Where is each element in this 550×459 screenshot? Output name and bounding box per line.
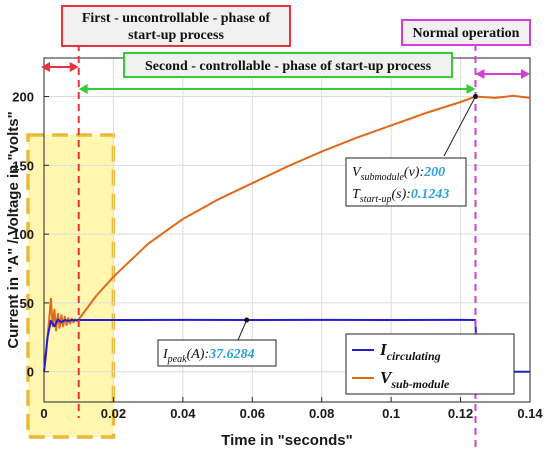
- phase2-arrow-head-left: [78, 84, 88, 94]
- x-tick-label: 0.04: [170, 406, 196, 421]
- annotation-leader-line: [443, 96, 476, 157]
- phase3-arrow-head-left: [475, 69, 485, 79]
- y-tick-label: 50: [20, 296, 34, 311]
- x-axis-label: Time in "seconds": [221, 432, 352, 449]
- annotation-i-peak: Ipeak(A):37.6284: [162, 347, 255, 365]
- phase2-label-box: [123, 52, 453, 78]
- phase3-arrow: [475, 69, 530, 79]
- x-tick-label: 0.02: [101, 406, 126, 421]
- phase1-label-line1: First - uncontrollable - phase of: [82, 11, 271, 26]
- x-tick-label: 0: [40, 406, 47, 421]
- legend-box: [345, 333, 515, 395]
- legend-label-i-circulating: Icirculating: [379, 340, 441, 363]
- y-tick-label: 100: [12, 227, 34, 242]
- annotation-box: [157, 339, 277, 367]
- phase1-arrow-head-right: [69, 62, 79, 72]
- x-tick-label: 0.14: [517, 406, 543, 421]
- phase1-highlight-region: [26, 133, 116, 439]
- y-axis-label: Current in "A" / Voltage in "volts": [5, 111, 22, 348]
- x-tick-label: 0.06: [240, 406, 265, 421]
- y-tick-label: 150: [12, 158, 34, 173]
- phase2-arrow: [78, 84, 476, 94]
- y-tick-label: 200: [12, 90, 34, 105]
- phase1-arrow-head-left: [41, 62, 50, 72]
- phase1-arrow: [41, 62, 79, 72]
- x-tick-label: 0.1: [382, 406, 400, 421]
- annotation-v-submodule: Vsubmodule(v):200: [352, 165, 445, 183]
- phase2-arrow-head-right: [466, 84, 476, 94]
- phase3-label: Normal operation: [413, 26, 520, 41]
- annotation-leader-line: [237, 319, 248, 341]
- annotation-point: [244, 317, 250, 323]
- phase3-arrow-head-right: [521, 69, 530, 79]
- phase2-label: Second - controllable - phase of start-u…: [145, 59, 432, 74]
- x-tick-label: 0.08: [309, 406, 334, 421]
- annotation-t-startup: Tstart-up(s):0.1243: [352, 187, 449, 205]
- phase1-label-box: [61, 5, 291, 47]
- y-tick-label: 0: [27, 365, 34, 380]
- annotation-box: [345, 157, 467, 207]
- annotation-point: [472, 94, 478, 100]
- x-tick-label: 0.12: [448, 406, 473, 421]
- legend-label-v-sub-module: Vsub-module: [380, 368, 450, 391]
- phase3-label-box: [401, 19, 531, 46]
- phase1-label-line2: start-up process: [128, 28, 224, 43]
